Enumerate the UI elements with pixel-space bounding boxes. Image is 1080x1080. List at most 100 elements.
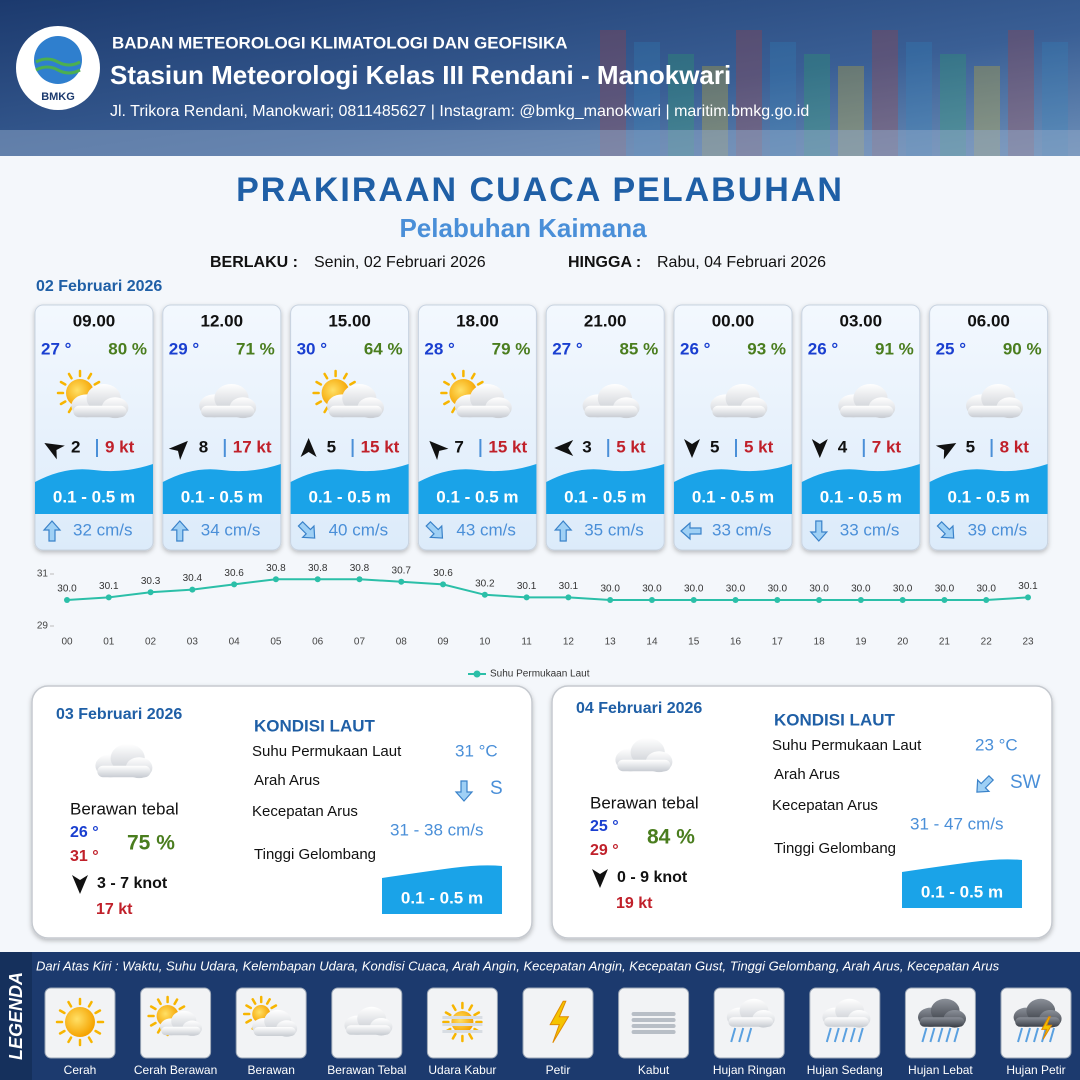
sst-point [231, 581, 238, 588]
gust: 15 kt [361, 437, 400, 456]
temperature: 28 ° [424, 339, 455, 358]
value-label: 30.0 [726, 584, 746, 595]
value-label: 30.0 [935, 584, 955, 595]
wind-arrow [684, 439, 700, 458]
wave-height: 0.1 - 0.5 m [947, 487, 1029, 506]
wave-band [162, 464, 281, 514]
condition: Berawan tebal [590, 793, 699, 812]
validity-label: HINGGA : [568, 254, 641, 271]
humidity: 93 % [747, 339, 786, 358]
legend-item: Petir [546, 1063, 571, 1077]
temperature: 25 ° [936, 339, 967, 358]
wave-band [929, 464, 1048, 514]
current-arrow [297, 520, 316, 539]
sst-point [565, 594, 572, 601]
day-date: 04 Februari 2026 [576, 700, 702, 717]
x-tick-label: 04 [229, 637, 241, 648]
sun-ray [93, 380, 101, 386]
temp-min: 26 ° [70, 824, 99, 841]
forecast-date: 02 Februari 2026 [36, 278, 162, 295]
humidity: 79 % [492, 339, 531, 358]
sun-ray [342, 372, 348, 380]
cloud-part [201, 405, 255, 418]
time: 15.00 [328, 311, 371, 330]
weather-icon [95, 743, 153, 779]
sun-ray [59, 400, 67, 406]
legend-title: LEGENDA [6, 972, 26, 1060]
sun-ray [265, 998, 271, 1005]
wave-height: 0.1 - 0.5 m [181, 487, 263, 506]
wind-speed: 4 [838, 437, 848, 456]
legend-item: Hujan Petir [1006, 1063, 1065, 1077]
wave-height: 0.1 - 0.5 m [308, 487, 390, 506]
wind-speed: 5 [327, 437, 336, 456]
sun-ray [323, 372, 329, 380]
x-tick-label: 09 [437, 637, 449, 648]
sst-point [941, 597, 948, 603]
sun-ray [444, 1011, 452, 1017]
value-label: 30.0 [893, 584, 913, 595]
gust: 15 kt [488, 437, 527, 456]
title: PRAKIRAAN CUACA PELABUHAN [236, 171, 844, 209]
rain [945, 1027, 952, 1043]
rain [833, 1027, 840, 1043]
x-tick-label: 08 [396, 637, 408, 648]
sst-line [66, 578, 1029, 601]
wind-speed: 8 [199, 437, 208, 456]
wave-height: 0.1 - 0.5 m [921, 882, 1003, 901]
humidity: 75 % [127, 832, 175, 855]
wave-band [290, 464, 409, 514]
sun-ray [473, 1011, 481, 1017]
gust: 19 kt [616, 895, 653, 912]
sst-point [64, 597, 70, 603]
sst-value: 31 °C [455, 741, 498, 760]
cloud-part [253, 1027, 296, 1036]
value-label: 30.0 [768, 584, 788, 595]
rain [857, 1027, 864, 1043]
wave-band [801, 464, 920, 514]
sun-ray [349, 380, 356, 386]
sun-ray [251, 998, 257, 1005]
value-label: 30.3 [141, 576, 161, 587]
y-tick-label: 31 [37, 569, 49, 580]
wave-band [902, 859, 1022, 908]
sst-point [356, 576, 363, 583]
logo-text: BMKG [41, 91, 75, 103]
header: BMKG BADAN METEOROLOGI KLIMATOLOGI DAN GE… [0, 0, 1080, 156]
temp-max: 29 ° [590, 842, 619, 859]
legend-box [618, 987, 690, 1059]
legend-icon [55, 997, 105, 1047]
cloud [838, 383, 896, 419]
rain [953, 1027, 960, 1043]
value-label: 30.6 [433, 568, 453, 579]
cloud [160, 1010, 202, 1036]
wave-band [382, 865, 502, 914]
legend-tab [0, 952, 32, 1080]
sst-value: 23 °C [975, 735, 1018, 754]
weather-icon [56, 369, 129, 419]
legend-item: Cerah Berawan [134, 1063, 217, 1077]
cloud [582, 383, 640, 419]
current-speed: 35 cm/s [584, 520, 644, 539]
sun-ray [87, 1000, 93, 1008]
sun-ray [323, 406, 329, 414]
temperature: 27 ° [552, 339, 583, 358]
fog [631, 1024, 676, 1028]
day-panel: 03 Februari 2026 Berawan tebal 26 ° 31 ° 75 … [31, 685, 533, 939]
sun-ray [67, 406, 73, 414]
sun [65, 1007, 95, 1037]
time: 09.00 [73, 311, 116, 330]
x-tick-label: 13 [605, 637, 617, 648]
legend-icon [1013, 998, 1062, 1043]
wave-band [418, 464, 537, 514]
station: Stasiun Meteorologi Kelas III Rendani - … [110, 60, 731, 90]
wind-speed: 5 [710, 437, 719, 456]
sun-ray [58, 1009, 66, 1015]
cloud [726, 998, 775, 1028]
wind-arrow [72, 875, 88, 894]
legend-item: Udara Kabur [428, 1063, 496, 1077]
current-arrow [553, 520, 573, 542]
